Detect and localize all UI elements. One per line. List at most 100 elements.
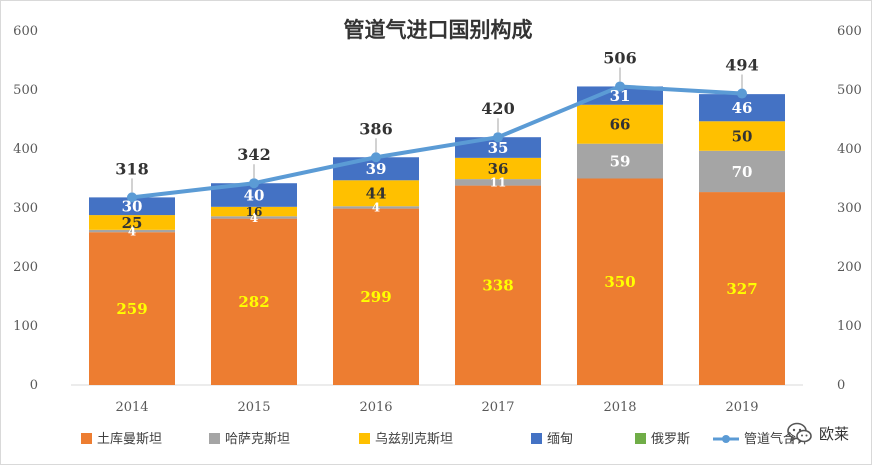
y-tick-label-right: 300 xyxy=(837,201,862,216)
data-labels: 2594253028241640299444393381136353505966… xyxy=(115,48,758,318)
bar-segment xyxy=(89,229,175,233)
segment-label: 46 xyxy=(732,99,753,117)
total-label: 494 xyxy=(725,56,758,75)
segment-label: 4 xyxy=(128,224,136,238)
total-label: 318 xyxy=(115,159,148,178)
segment-label: 70 xyxy=(732,163,753,181)
legend-label: 俄罗斯 xyxy=(651,432,690,447)
segment-label: 30 xyxy=(122,198,143,216)
segment-label: 299 xyxy=(360,288,391,306)
segment-label: 31 xyxy=(610,87,631,105)
segment-label: 59 xyxy=(610,152,631,170)
bar-segment xyxy=(211,183,297,207)
total-line-point xyxy=(371,152,381,163)
x-tick-label: 2019 xyxy=(725,400,758,415)
watermark-text: 欧莱 xyxy=(818,424,849,443)
segment-label: 11 xyxy=(490,176,507,190)
bar-segment xyxy=(699,121,785,151)
y-tick-label-left: 600 xyxy=(13,24,38,39)
total-line-point xyxy=(493,132,503,143)
chart-title: 管道气进口国别构成 xyxy=(344,18,533,42)
bar-segment xyxy=(577,86,663,105)
legend-label: 土库曼斯坦 xyxy=(97,431,162,447)
y-tick-label-right: 500 xyxy=(837,83,862,98)
y-tick-label-left: 0 xyxy=(30,378,38,393)
bar-segment xyxy=(455,185,541,385)
segment-label: 4 xyxy=(372,201,380,215)
legend: 土库曼斯坦 哈萨克斯坦 乌兹别克斯坦 缅甸 俄罗斯 管道气合计 xyxy=(81,431,809,447)
bars xyxy=(89,86,785,385)
segment-label: 327 xyxy=(726,280,757,298)
x-tick-label: 2014 xyxy=(115,400,148,415)
bar-segment xyxy=(699,94,785,122)
segment-label: 66 xyxy=(610,116,631,134)
bar-segment xyxy=(577,143,663,179)
bar-segment xyxy=(699,150,785,193)
watermark: 欧莱 xyxy=(787,420,849,446)
y-tick-label-right: 400 xyxy=(837,142,862,157)
legend-label: 乌兹别克斯坦 xyxy=(375,431,453,447)
bar-segment xyxy=(333,208,419,385)
bar-segment xyxy=(211,216,297,219)
segment-label: 338 xyxy=(482,277,513,295)
total-line-point xyxy=(127,192,137,203)
total-label: 342 xyxy=(237,145,270,164)
legend-line-marker xyxy=(722,435,730,443)
segment-label: 39 xyxy=(366,160,387,178)
y-tick-label-right: 0 xyxy=(837,378,845,393)
y-tick-label-left: 300 xyxy=(13,201,38,216)
y-tick-label-left: 100 xyxy=(13,319,38,334)
total-line-point xyxy=(615,81,625,92)
bar-segment xyxy=(89,232,175,385)
bar-segment xyxy=(211,206,297,217)
segment-label: 16 xyxy=(246,205,263,219)
legend-swatch xyxy=(81,433,92,444)
bar-segment xyxy=(699,192,785,385)
x-tick-label: 2018 xyxy=(603,400,636,415)
total-label: 506 xyxy=(603,48,636,67)
total-label: 386 xyxy=(359,119,392,138)
total-line xyxy=(127,81,747,203)
legend-swatch xyxy=(635,433,646,444)
bar-segment xyxy=(89,215,175,230)
y-tick-label-right: 200 xyxy=(837,260,862,275)
y-tick-label-left: 400 xyxy=(13,142,38,157)
segment-label: 35 xyxy=(488,139,509,157)
segment-label: 40 xyxy=(244,186,265,204)
segment-label: 4 xyxy=(250,211,258,225)
x-tick-label: 2017 xyxy=(481,400,514,415)
y-tick-label-right: 100 xyxy=(837,319,862,334)
x-tick-label: 2016 xyxy=(359,400,392,415)
segment-label: 282 xyxy=(238,293,269,311)
y-tick-label-left: 500 xyxy=(13,83,38,98)
legend-swatch xyxy=(531,433,542,444)
bar-segment xyxy=(455,179,541,186)
bar-segment xyxy=(577,104,663,144)
total-line-point xyxy=(737,88,747,99)
segment-label: 50 xyxy=(732,127,753,145)
legend-swatch xyxy=(359,433,370,444)
segment-label: 36 xyxy=(488,160,509,178)
segment-label: 350 xyxy=(604,273,635,291)
total-label: 420 xyxy=(481,99,514,118)
legend-swatch xyxy=(209,433,220,444)
bar-segment xyxy=(455,157,541,180)
wechat-icon xyxy=(787,422,812,443)
legend-label: 哈萨克斯坦 xyxy=(225,432,290,447)
axes: 0 0 100 100 200 200 300 300 400 400 500 500 600 600 20… xyxy=(13,24,862,415)
x-tick-label: 2015 xyxy=(237,400,270,415)
total-line-point xyxy=(249,178,259,189)
bar-segment xyxy=(333,206,419,209)
bar-segment xyxy=(89,197,175,216)
total-line-path xyxy=(131,84,743,200)
segment-label: 259 xyxy=(116,300,147,318)
y-tick-label-right: 600 xyxy=(837,24,862,39)
bar-segment xyxy=(333,180,419,207)
bar-segment xyxy=(211,218,297,385)
legend-label: 管道气合计 xyxy=(744,431,809,447)
legend-label: 缅甸 xyxy=(547,432,573,447)
y-tick-label-left: 200 xyxy=(13,260,38,275)
segment-label: 25 xyxy=(122,214,143,232)
